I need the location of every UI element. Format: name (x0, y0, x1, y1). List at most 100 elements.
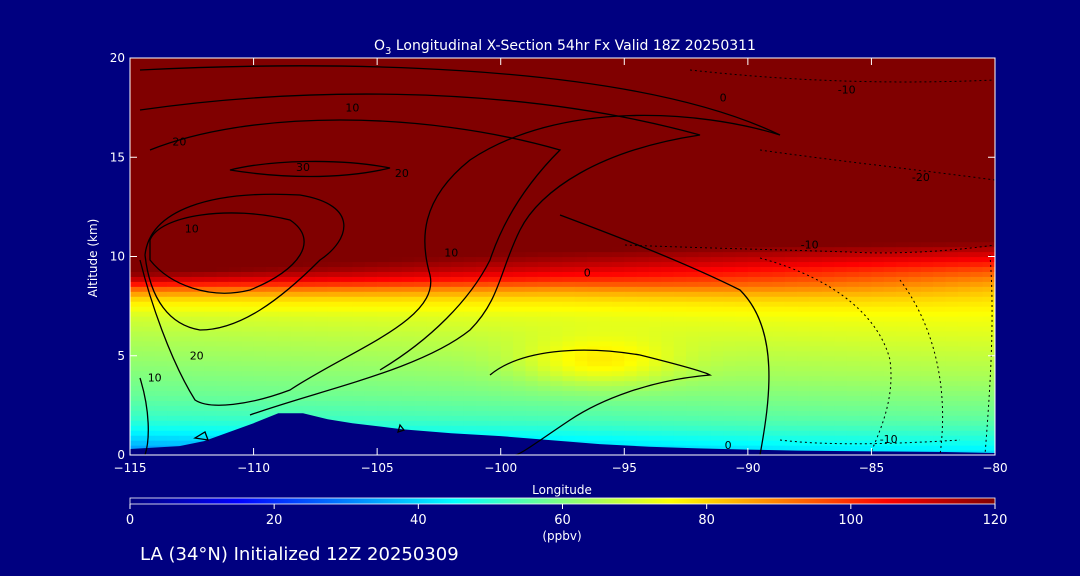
heatmap-cell (723, 375, 737, 382)
heatmap-cell (587, 276, 601, 282)
heatmap-cell (364, 211, 378, 218)
heatmap-cell (142, 281, 156, 287)
heatmap-cell (710, 355, 724, 362)
heatmap-cell (179, 117, 193, 124)
heatmap-cell (488, 117, 502, 124)
heatmap-cell (290, 385, 304, 392)
heatmap-cell (340, 316, 354, 322)
heatmap-cell (624, 306, 638, 312)
heatmap-cell (797, 196, 811, 203)
heatmap-cell (550, 58, 564, 64)
heatmap-cell (401, 211, 415, 218)
heatmap-cell (611, 182, 625, 188)
heatmap-cell (822, 296, 835, 302)
heatmap-cell (784, 246, 798, 253)
heatmap-cell (587, 152, 601, 158)
heatmap-cell (278, 211, 292, 218)
heatmap-cell (587, 311, 601, 317)
heatmap-cell (451, 137, 465, 143)
heatmap-cell (438, 216, 452, 223)
heatmap-cell (846, 345, 860, 352)
heatmap-cell (204, 321, 218, 327)
heatmap-cell (760, 440, 774, 446)
heatmap-cell (636, 301, 650, 307)
heatmap-cell (290, 97, 304, 104)
heatmap-cell (500, 77, 514, 84)
heatmap-cell (834, 345, 848, 352)
heatmap-cell (500, 58, 514, 64)
heatmap-cell (451, 152, 465, 158)
heatmap-cell (241, 400, 255, 406)
heatmap-cell (822, 410, 835, 416)
heatmap-cell (784, 435, 798, 441)
heatmap-cell (587, 97, 601, 104)
heatmap-cell (784, 380, 798, 387)
heatmap-cell (698, 410, 712, 416)
heatmap-cell (167, 360, 181, 367)
heatmap-cell (389, 335, 403, 342)
heatmap-cell (550, 316, 564, 322)
heatmap-cell (389, 58, 403, 64)
heatmap-cell (747, 281, 761, 287)
heatmap-cell (784, 157, 798, 163)
heatmap-cell (599, 380, 613, 387)
heatmap-cell (327, 251, 341, 258)
heatmap-cell (340, 405, 354, 411)
heatmap-cell (537, 256, 551, 263)
heatmap-cell (352, 301, 366, 307)
heatmap-cell (673, 256, 687, 263)
heatmap-cell (883, 286, 897, 292)
heatmap-cell (525, 281, 539, 287)
heatmap-cell (797, 261, 811, 268)
heatmap-cell (414, 296, 428, 302)
heatmap-cell (463, 206, 477, 213)
heatmap-cell (760, 187, 774, 193)
heatmap-cell (265, 112, 279, 119)
heatmap-cell (611, 385, 625, 392)
heatmap-cell (587, 306, 601, 312)
heatmap-cell (463, 147, 477, 153)
heatmap-cell (661, 107, 675, 114)
heatmap-cell (686, 385, 700, 392)
heatmap-cell (364, 201, 378, 208)
heatmap-cell (241, 276, 255, 282)
heatmap-cell (537, 87, 551, 94)
heatmap-cell (883, 316, 897, 322)
heatmap-cell (327, 236, 341, 243)
heatmap-cell (797, 291, 811, 297)
heatmap-cell (414, 330, 428, 337)
heatmap-cell (760, 122, 774, 129)
heatmap-cell (846, 87, 860, 94)
heatmap-cell (451, 182, 465, 188)
heatmap-cell (154, 266, 168, 272)
heatmap-cell (673, 182, 687, 188)
heatmap-cell (142, 122, 156, 129)
heatmap-cell (871, 340, 885, 347)
heatmap-cell (871, 157, 885, 163)
heatmap-cell (364, 102, 378, 109)
heatmap-cell (130, 291, 143, 297)
heatmap-cell (587, 390, 601, 397)
heatmap-cell (649, 82, 662, 89)
heatmap-cell (228, 246, 242, 253)
heatmap-cell (723, 325, 737, 332)
heatmap-cell (315, 286, 329, 292)
heatmap-cell (476, 355, 489, 362)
heatmap-cell (834, 132, 848, 138)
heatmap-cell (822, 187, 835, 193)
heatmap-cell (352, 251, 366, 258)
heatmap-cell (167, 152, 181, 158)
heatmap-cell (784, 410, 798, 416)
heatmap-cell (797, 216, 811, 223)
heatmap-cell (352, 360, 366, 367)
heatmap-cell (587, 370, 601, 377)
heatmap-cell (710, 127, 724, 134)
heatmap-cell (142, 201, 156, 208)
heatmap-cell (364, 172, 378, 178)
heatmap-cell (562, 335, 576, 342)
heatmap-cell (537, 360, 551, 367)
heatmap-cell (315, 301, 329, 307)
heatmap-cell (846, 306, 860, 312)
heatmap-cell (426, 137, 440, 143)
heatmap-cell (760, 72, 774, 79)
